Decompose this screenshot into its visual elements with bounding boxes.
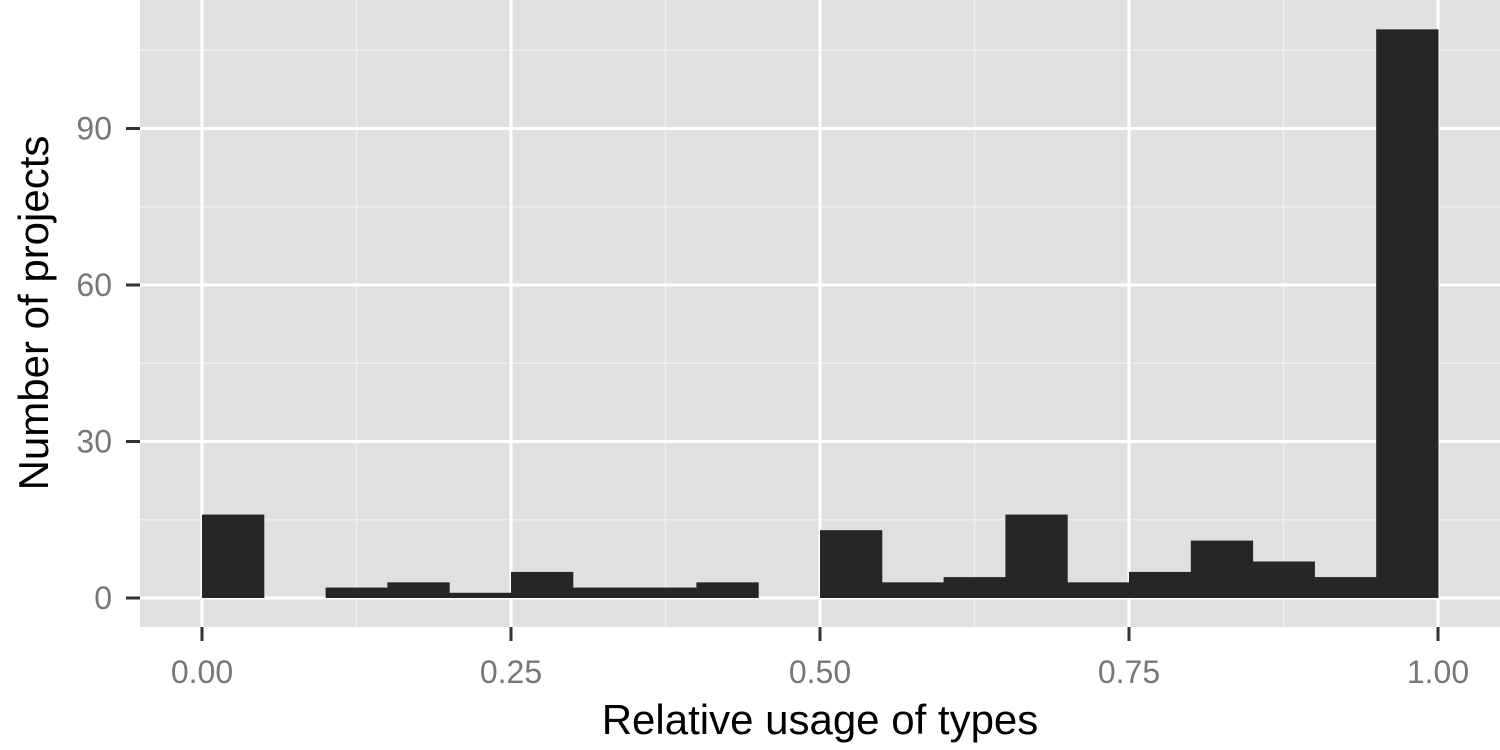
histogram-bar — [202, 514, 265, 598]
histogram-bar — [572, 587, 636, 598]
y-tick-label: 30 — [76, 423, 112, 459]
histogram-bar — [696, 582, 759, 598]
histogram-bar — [1129, 571, 1192, 598]
histogram-bar — [387, 582, 450, 598]
histogram-bar — [1376, 29, 1439, 598]
y-axis-title: Number of projects — [10, 136, 57, 491]
histogram-bar — [881, 582, 945, 598]
histogram-bar — [634, 587, 697, 598]
histogram-bars — [202, 29, 1439, 598]
y-tick-label: 0 — [94, 580, 112, 616]
x-axis-title: Relative usage of types — [602, 696, 1039, 743]
histogram-bar — [449, 592, 512, 598]
histogram-bar — [1252, 561, 1315, 598]
histogram-bar — [325, 587, 388, 598]
histogram-bar — [511, 571, 574, 598]
x-tick-label: 0.75 — [1098, 654, 1160, 690]
x-tick-label: 0.50 — [789, 654, 851, 690]
y-tick-label: 90 — [76, 110, 112, 146]
histogram-bar — [1005, 514, 1068, 598]
histogram-bar — [943, 577, 1006, 598]
histogram-bar — [1314, 577, 1377, 598]
x-axis-tick-labels: 0.00 0.25 0.50 0.75 1.00 — [171, 654, 1469, 690]
x-tick-label: 1.00 — [1407, 654, 1469, 690]
histogram-bar — [1190, 540, 1254, 598]
x-tick-label: 0.25 — [480, 654, 542, 690]
y-axis-tick-labels: 0 30 60 90 — [76, 110, 112, 616]
y-tick-label: 60 — [76, 267, 112, 303]
histogram-bar — [1067, 582, 1130, 598]
axis-ticks — [126, 126, 1440, 641]
histogram-bar — [820, 530, 883, 598]
x-tick-label: 0.00 — [171, 654, 233, 690]
